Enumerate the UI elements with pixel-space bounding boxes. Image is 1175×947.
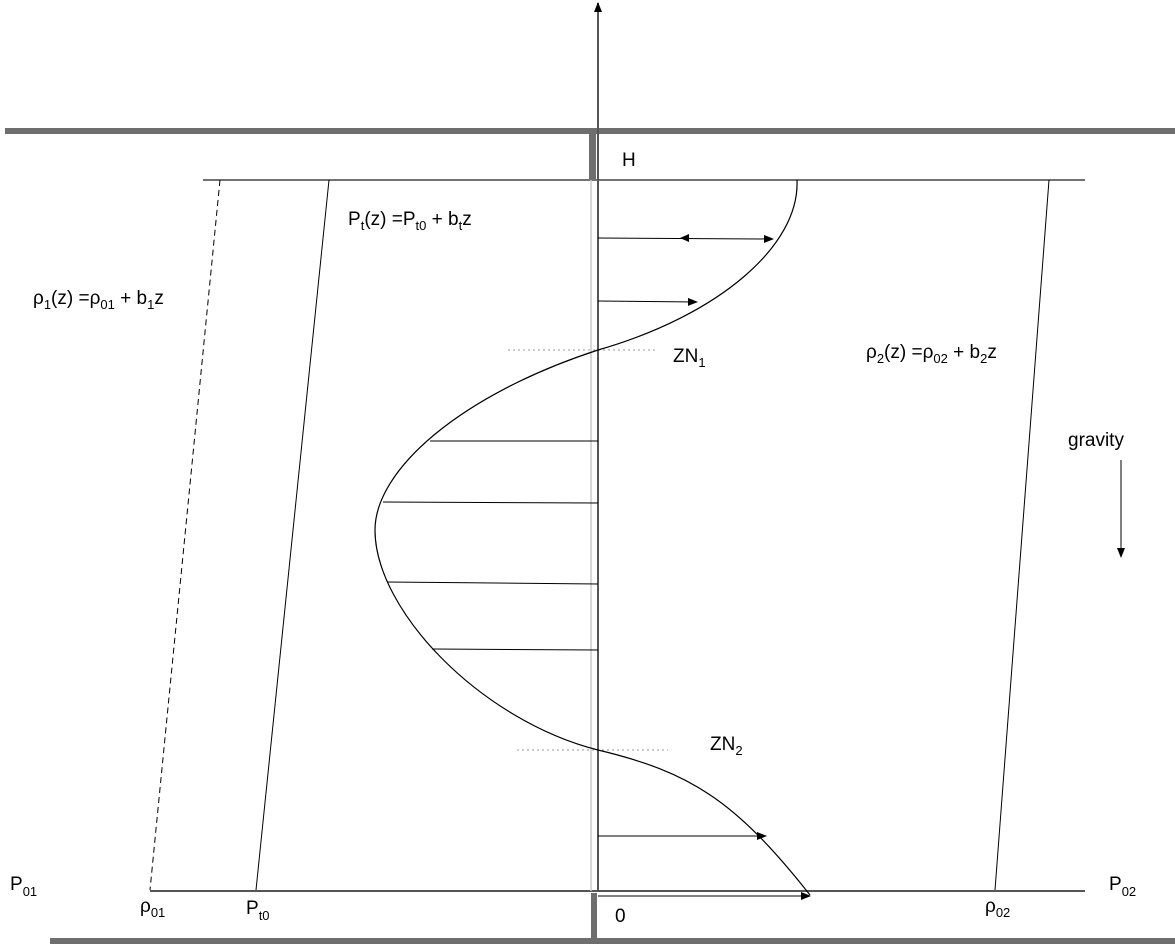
label-rho01: ρ01 — [140, 896, 165, 920]
label-zn1: ZN1 — [673, 346, 706, 370]
label-origin: 0 — [615, 906, 626, 927]
profile-line — [386, 581, 599, 585]
profile-arrow — [597, 297, 698, 306]
equation-rho2: ρ2(z) =ρ02 + b2z — [866, 342, 997, 366]
pt-line — [255, 179, 330, 891]
label-h: H — [622, 150, 636, 171]
bottom-wall-stub — [591, 893, 597, 941]
label-zn2: ZN2 — [710, 734, 743, 758]
label-gravity: gravity — [1068, 430, 1124, 451]
label-p01: P01 — [10, 874, 37, 899]
rho2-line — [994, 179, 1050, 891]
label-pt0: Pt0 — [246, 898, 270, 923]
profile-line — [382, 501, 599, 504]
equation-pt: Pt(z) =Pt0 + btz — [348, 209, 472, 233]
profile-arrowhead-left — [680, 234, 689, 242]
velocity-profile-curve — [374, 179, 811, 896]
equation-rho1: ρ1(z) =ρ01 + b1z — [33, 288, 164, 312]
rho1-line — [149, 179, 221, 891]
label-rho02: ρ02 — [985, 896, 1010, 920]
bottom-wall — [50, 938, 1175, 944]
profile-line — [431, 648, 599, 651]
label-p02: P02 — [1109, 874, 1136, 899]
top-wall-stub — [589, 131, 596, 179]
